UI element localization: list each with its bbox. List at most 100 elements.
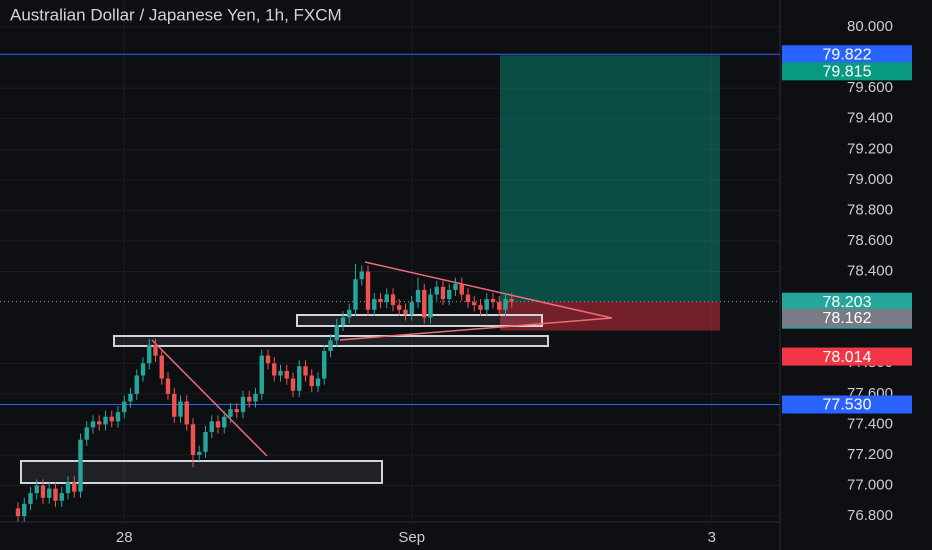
trendline (364, 261, 613, 319)
candle-body (303, 366, 308, 376)
candle-body (259, 355, 264, 394)
price-tag (782, 347, 912, 366)
price-tag-label: 79.822 (823, 46, 872, 63)
candle-body (53, 488, 58, 501)
candle-body (222, 416, 227, 428)
candle-body (122, 401, 127, 413)
candle-body (134, 375, 139, 394)
candle-body (459, 283, 464, 295)
y-tick-label: 77.400 (847, 415, 893, 432)
y-tick-label: 79.600 (847, 79, 893, 96)
candle-body (28, 493, 33, 504)
price-tag (782, 308, 912, 327)
target-zone (500, 55, 720, 302)
candle-body (153, 344, 158, 356)
candle-body (190, 424, 196, 455)
price-tag-label: 78.014 (823, 349, 872, 366)
support-box (20, 460, 383, 484)
price-tag (782, 45, 912, 64)
candle-body (328, 340, 333, 352)
candle-body (353, 279, 358, 310)
candle-body (290, 378, 296, 391)
price-tag-label: 78.203 (823, 294, 872, 311)
candle-body (15, 508, 21, 517)
candle-body (159, 355, 164, 379)
candle-body (384, 294, 389, 303)
candle-body (278, 370, 283, 376)
candle-body (403, 309, 408, 315)
candles (15, 263, 514, 523)
candle-body (22, 503, 27, 517)
y-tick-label: 76.800 (847, 507, 893, 524)
candle-body (115, 412, 121, 422)
candle-body (309, 375, 314, 387)
y-tick-label: 78.800 (847, 201, 893, 218)
candle-body (84, 427, 89, 440)
candle-body (165, 378, 171, 394)
x-tick-label: Sep (398, 529, 425, 546)
y-tick-label: 77.000 (847, 476, 893, 493)
candle-body (503, 299, 508, 310)
price-axis (780, 0, 932, 550)
chart-title: Australian Dollar / Japanese Yen, 1h, FX… (10, 5, 342, 24)
position-zone (0, 53, 780, 406)
candle-body (347, 309, 352, 318)
candle-body (297, 366, 302, 391)
candle-body (203, 432, 208, 452)
candle-body (109, 416, 114, 422)
candle-body (90, 421, 96, 428)
candle-body (78, 439, 83, 492)
candle-body (72, 482, 77, 492)
candle-body (34, 485, 39, 494)
y-tick-label: 78.400 (847, 263, 893, 280)
candle-body (409, 302, 414, 315)
candle-body (340, 317, 346, 326)
candle-body (372, 299, 377, 310)
candle-body (497, 302, 502, 310)
candle-body (428, 294, 433, 318)
candle-body (128, 393, 133, 402)
candle-body (322, 351, 327, 379)
grid (0, 0, 780, 522)
candle-body (47, 488, 52, 498)
price-tag-label: 79.815 (823, 64, 872, 81)
candle-body (453, 283, 458, 290)
candle-body (140, 363, 146, 376)
axes: 76.80077.00077.20077.40077.60077.80078.4… (116, 18, 912, 546)
candle-body (215, 421, 221, 428)
candle-body (97, 421, 102, 425)
candle-body (315, 378, 321, 387)
candle-body (415, 289, 421, 303)
price-tag-label: 77.530 (823, 397, 872, 414)
candle-body (197, 451, 202, 455)
candle-body (147, 344, 152, 364)
candle-body (390, 294, 396, 306)
price-tag (782, 395, 912, 414)
candle-body (334, 325, 339, 341)
candle-body (65, 482, 71, 494)
x-tick-label: 3 (708, 529, 716, 546)
candle-body (172, 393, 177, 417)
candle-body (284, 370, 289, 379)
candle-body (509, 299, 514, 302)
price-tag-label: 78.162 (823, 310, 872, 327)
candle-body (440, 286, 446, 300)
support-box (296, 314, 543, 327)
candle-body (447, 289, 452, 300)
y-tick-label: 80.000 (847, 18, 893, 35)
candle-body (265, 355, 271, 364)
candle-body (434, 286, 439, 295)
y-tick-label: 79.000 (847, 171, 893, 188)
candle-body (253, 393, 258, 402)
candle-body (240, 396, 246, 413)
candle-body (103, 416, 108, 425)
candle-body (365, 271, 371, 310)
candle-body (234, 409, 239, 413)
candle-body (397, 305, 402, 310)
candle-body (40, 485, 46, 498)
candle-body (484, 299, 489, 310)
candle-body (378, 299, 383, 303)
price-tag (782, 62, 912, 81)
